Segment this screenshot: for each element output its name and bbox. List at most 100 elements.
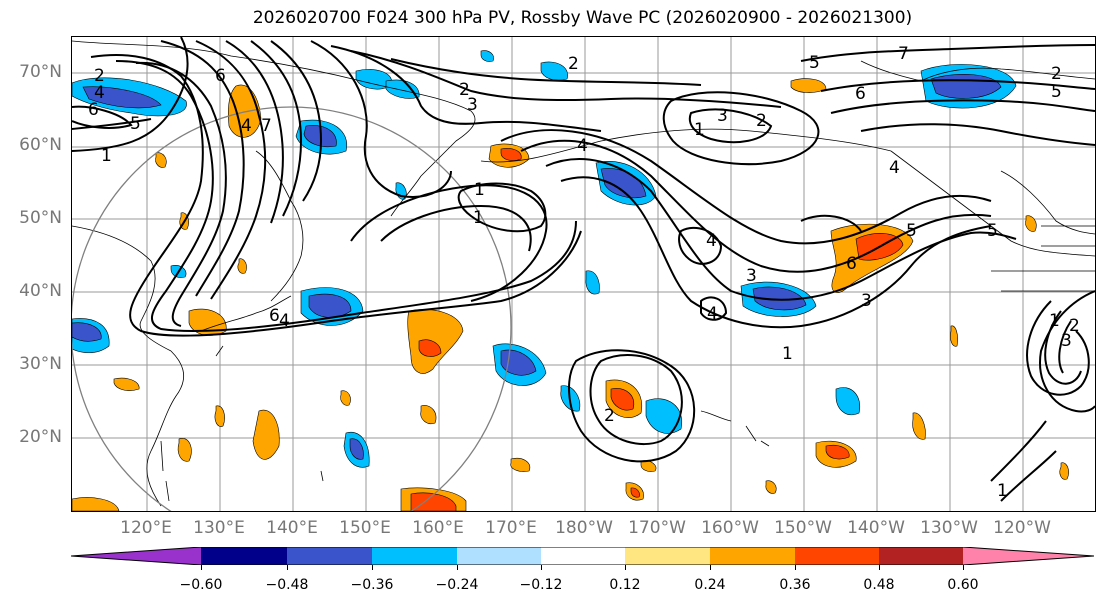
contour-label: 6	[88, 100, 99, 120]
lon-label-130e: 130°E	[193, 518, 245, 538]
colorbar-bin	[879, 547, 963, 565]
graticule	[72, 37, 1095, 511]
negative-anomalies	[72, 50, 1017, 468]
contour-label: 3	[746, 266, 757, 286]
contour-label: 4	[889, 158, 900, 178]
lon-label-150w: 150°W	[774, 518, 832, 538]
contour-label: 3	[467, 95, 478, 115]
contour-label: 2	[1069, 316, 1080, 336]
colorbar-tick-label: −0.24	[435, 577, 479, 593]
pos-blob	[1059, 462, 1069, 480]
pos-blob	[765, 480, 777, 494]
neg-blob	[480, 50, 494, 62]
colorbar	[71, 547, 1094, 565]
neg-blob	[540, 61, 568, 81]
colorbar-tick-label: 0.60	[947, 577, 979, 593]
lat-label-60n: 60°N	[19, 135, 62, 155]
lat-label-30n: 30°N	[19, 354, 62, 374]
colorbar-bin	[201, 547, 287, 565]
contour-label: 5	[130, 114, 141, 134]
contour-label: 2	[756, 111, 767, 131]
neg-blob	[349, 438, 364, 460]
lat-label-50n: 50°N	[19, 208, 62, 228]
pos-blob	[790, 78, 827, 93]
contour-label: 7	[261, 116, 272, 136]
colorbar-tickmark	[879, 565, 880, 570]
neg-blob	[82, 86, 162, 109]
contour-label: 4	[706, 231, 717, 251]
pos-blob	[252, 409, 280, 460]
contour-label: 7	[898, 44, 909, 64]
chart-title: 2026020700 F024 300 hPa PV, Rossby Wave …	[252, 8, 913, 28]
colorbar-bin	[287, 547, 372, 565]
contour-label: 4	[279, 311, 290, 331]
colorbar-bin	[795, 547, 879, 565]
contour-label: 1	[1049, 311, 1060, 331]
pos-blob	[825, 444, 850, 460]
neg-blob	[585, 270, 600, 295]
lon-label-170e: 170°E	[485, 518, 537, 538]
contour-label: 5	[1051, 82, 1062, 102]
contour-label: 1	[694, 120, 705, 140]
neg-blob	[72, 322, 102, 342]
pos-blob	[418, 339, 442, 357]
pos-blob	[912, 412, 926, 440]
contour-label: 4	[241, 116, 252, 136]
pos-blob	[155, 152, 167, 168]
pv-contours	[72, 37, 1095, 502]
neg-blob	[308, 293, 352, 318]
lon-label-130w: 130°W	[920, 518, 978, 538]
contour-label: 2	[94, 66, 105, 86]
pos-blob	[510, 458, 531, 472]
lat-label-40n: 40°N	[19, 281, 62, 301]
contour-label: 1	[782, 344, 793, 364]
lon-label-140w: 140°W	[847, 518, 905, 538]
contour-label: 3	[1061, 331, 1072, 351]
colorbar-bin	[457, 547, 541, 565]
lon-label-160e: 160°E	[412, 518, 464, 538]
pos-blob	[500, 148, 522, 161]
contour-label: 1	[474, 180, 485, 200]
contour-label: 1	[101, 146, 112, 166]
colorbar-extend-right	[963, 547, 1094, 565]
pos-blob	[72, 497, 120, 511]
coastlines	[72, 40, 1095, 507]
map-svg: 2 4 6 5 6 2 2 1 6 5 3 2 4 7 1 1 3 2 6 4 …	[72, 37, 1095, 511]
colorbar-tickmark	[541, 565, 542, 570]
lon-label-140e: 140°E	[266, 518, 318, 538]
contour-label: 6	[846, 254, 857, 274]
pos-blob	[340, 390, 351, 406]
contour-label: 4	[707, 304, 718, 324]
colorbar-bin	[541, 547, 625, 565]
contour-label: 3	[717, 106, 728, 126]
contour-label: 4	[94, 83, 105, 103]
colorbar-tick-label: 0.48	[863, 577, 895, 593]
lon-label-160w: 160°W	[701, 518, 759, 538]
contour-label: 5	[987, 221, 998, 241]
lon-label-170w: 170°W	[628, 518, 686, 538]
colorbar-tick-label: −0.48	[265, 577, 309, 593]
contour-label: 2	[459, 80, 470, 100]
neg-blob	[385, 79, 420, 99]
contour-labels: 2 4 6 5 6 2 2 1 6 5 3 2 4 7 1 1 3 2 6 4 …	[88, 44, 1080, 501]
map-panel: 2 4 6 5 6 2 2 1 6 5 3 2 4 7 1 1 3 2 6 4 …	[71, 36, 1096, 512]
colorbar-bin	[710, 547, 795, 565]
contour-label: 2	[1051, 64, 1062, 84]
colorbar-tickmark	[457, 565, 458, 570]
colorbar-tickmark	[287, 565, 288, 570]
colorbar-tickmark	[963, 565, 964, 570]
neg-blob	[645, 398, 683, 434]
contour-label: 6	[855, 84, 866, 104]
lon-label-120w: 120°W	[993, 518, 1051, 538]
pos-blob	[113, 377, 140, 391]
contour-label: 1	[473, 208, 484, 228]
colorbar-tickmark	[625, 565, 626, 570]
lon-label-120e: 120°E	[120, 518, 172, 538]
positive-anomalies	[72, 78, 1069, 511]
pos-blob	[188, 308, 227, 336]
pos-blob	[950, 325, 958, 347]
colorbar-bin	[372, 547, 457, 565]
neg-blob	[600, 168, 647, 199]
colorbar-tick-label: 0.24	[694, 577, 726, 593]
colorbar-tick-label: −0.60	[179, 577, 223, 593]
